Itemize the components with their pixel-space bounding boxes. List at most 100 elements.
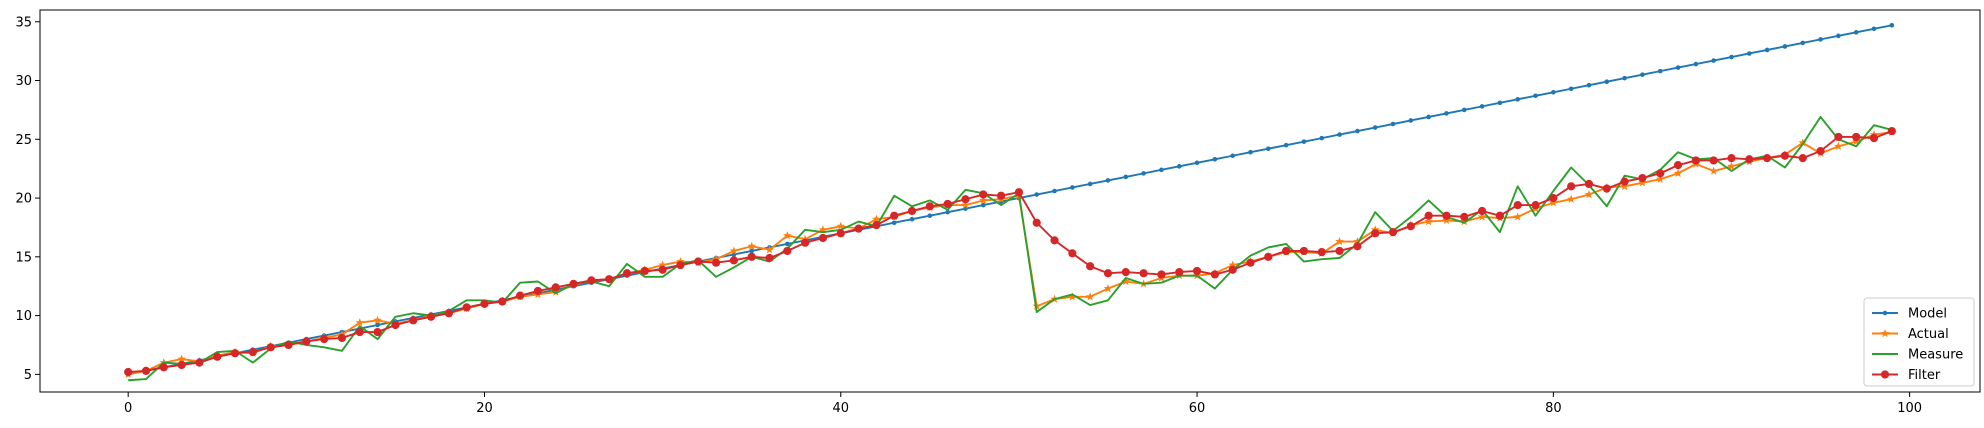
- data-point-actual: [1727, 161, 1736, 170]
- series-measure: [128, 116, 1893, 382]
- data-point-actual: [1549, 198, 1558, 207]
- data-point-actual: [1477, 212, 1487, 221]
- data-point-filter: [996, 191, 1006, 200]
- data-point-model: [1853, 30, 1859, 35]
- data-point-model: [1604, 79, 1610, 84]
- data-point-actual: [818, 225, 828, 234]
- data-point-model: [1372, 125, 1378, 130]
- data-point-actual: [1620, 181, 1629, 190]
- data-point-model: [1818, 37, 1823, 42]
- data-point-filter: [1228, 265, 1237, 274]
- data-point-filter: [872, 220, 881, 230]
- legend: Model Actual Measure Filter: [1863, 297, 1975, 387]
- x-tick-label: 80: [1545, 401, 1562, 416]
- data-point-actual: [1085, 292, 1095, 301]
- data-point-filter: [1780, 151, 1790, 160]
- data-point-actual: [1353, 237, 1362, 246]
- data-point-filter: [1424, 211, 1433, 220]
- data-point-filter: [551, 283, 560, 292]
- data-point-filter: [1335, 246, 1344, 256]
- data-point-filter: [676, 260, 685, 270]
- data-point-filter: [141, 366, 151, 375]
- data-point-filter: [783, 246, 792, 256]
- data-point-filter: [925, 202, 934, 211]
- data-point-model: [1266, 146, 1271, 151]
- data-point-filter: [605, 275, 614, 284]
- data-point-actual: [1103, 284, 1113, 293]
- x-tick-label: 0: [124, 401, 132, 416]
- data-point-filter: [284, 340, 293, 350]
- data-point-actual: [1459, 217, 1469, 226]
- data-point-filter: [1602, 184, 1611, 193]
- data-point-filter: [1103, 269, 1113, 278]
- y-tick-label: 30: [15, 74, 32, 89]
- data-point-actual: [1442, 215, 1451, 225]
- data-point-filter: [1834, 132, 1843, 142]
- data-point-filter: [1460, 212, 1469, 221]
- series-actual: [123, 127, 1897, 379]
- data-point-filter: [1406, 222, 1415, 231]
- data-point-filter: [747, 252, 756, 261]
- data-point-model: [1248, 149, 1253, 155]
- data-point-filter: [213, 352, 222, 361]
- data-point-filter: [355, 327, 364, 337]
- data-point-actual: [1566, 194, 1576, 203]
- data-point-filter: [1157, 270, 1166, 279]
- data-point-model: [1141, 171, 1146, 176]
- data-point-filter: [1709, 156, 1718, 165]
- data-point-filter: [1477, 206, 1487, 216]
- data-point-model: [1764, 47, 1770, 53]
- data-point-filter: [266, 343, 275, 352]
- data-point-filter: [1014, 188, 1024, 197]
- data-point-model: [1657, 68, 1663, 74]
- data-point-model: [1070, 185, 1075, 190]
- data-point-actual: [1851, 137, 1861, 146]
- data-point-filter: [373, 327, 382, 337]
- legend-marker-actual: [1880, 329, 1890, 338]
- data-point-model: [1283, 142, 1289, 148]
- data-point-model: [1871, 26, 1877, 32]
- data-point-model: [785, 241, 790, 247]
- data-point-filter: [1549, 193, 1558, 203]
- data-point-filter: [569, 279, 578, 288]
- data-point-model: [1105, 178, 1111, 183]
- data-point-filter: [890, 211, 899, 220]
- data-point-filter: [1210, 270, 1219, 279]
- data-point-filter: [836, 229, 845, 238]
- data-point-model: [891, 220, 897, 226]
- data-point-filter: [765, 253, 774, 263]
- data-point-actual: [783, 231, 792, 240]
- data-point-model: [1729, 54, 1734, 60]
- data-point-filter: [195, 358, 204, 367]
- data-point-filter: [1620, 177, 1629, 186]
- data-point-actual: [872, 214, 881, 223]
- data-point-model: [1444, 111, 1449, 116]
- data-point-filter: [587, 276, 596, 285]
- series-line-filter: [128, 130, 1893, 373]
- data-point-actual: [373, 315, 382, 324]
- data-point-actual: [1709, 166, 1718, 175]
- series-line-actual: [127, 131, 1892, 376]
- data-point-actual: [747, 241, 756, 250]
- data-point-actual: [836, 221, 846, 230]
- data-point-filter: [1442, 211, 1451, 220]
- data-point-model: [1426, 114, 1431, 120]
- data-point-filter: [711, 258, 721, 267]
- data-point-actual: [1834, 141, 1843, 150]
- data-point-model: [1034, 192, 1040, 197]
- data-point-filter: [1495, 211, 1504, 220]
- data-point-model: [1586, 82, 1592, 88]
- data-point-model: [1782, 44, 1788, 49]
- data-point-model: [1533, 93, 1538, 99]
- data-point-model: [1194, 160, 1200, 166]
- data-point-filter: [1032, 218, 1041, 227]
- data-point-model: [1301, 139, 1307, 144]
- data-point-model: [1551, 89, 1556, 95]
- data-point-filter: [516, 291, 525, 300]
- legend-marker-model: [1882, 310, 1888, 316]
- legend-entry-model: Model: [1872, 307, 1947, 322]
- data-point-model: [1747, 51, 1752, 56]
- legend-entry-actual: Actual: [1872, 327, 1949, 342]
- data-point-filter: [1317, 248, 1326, 257]
